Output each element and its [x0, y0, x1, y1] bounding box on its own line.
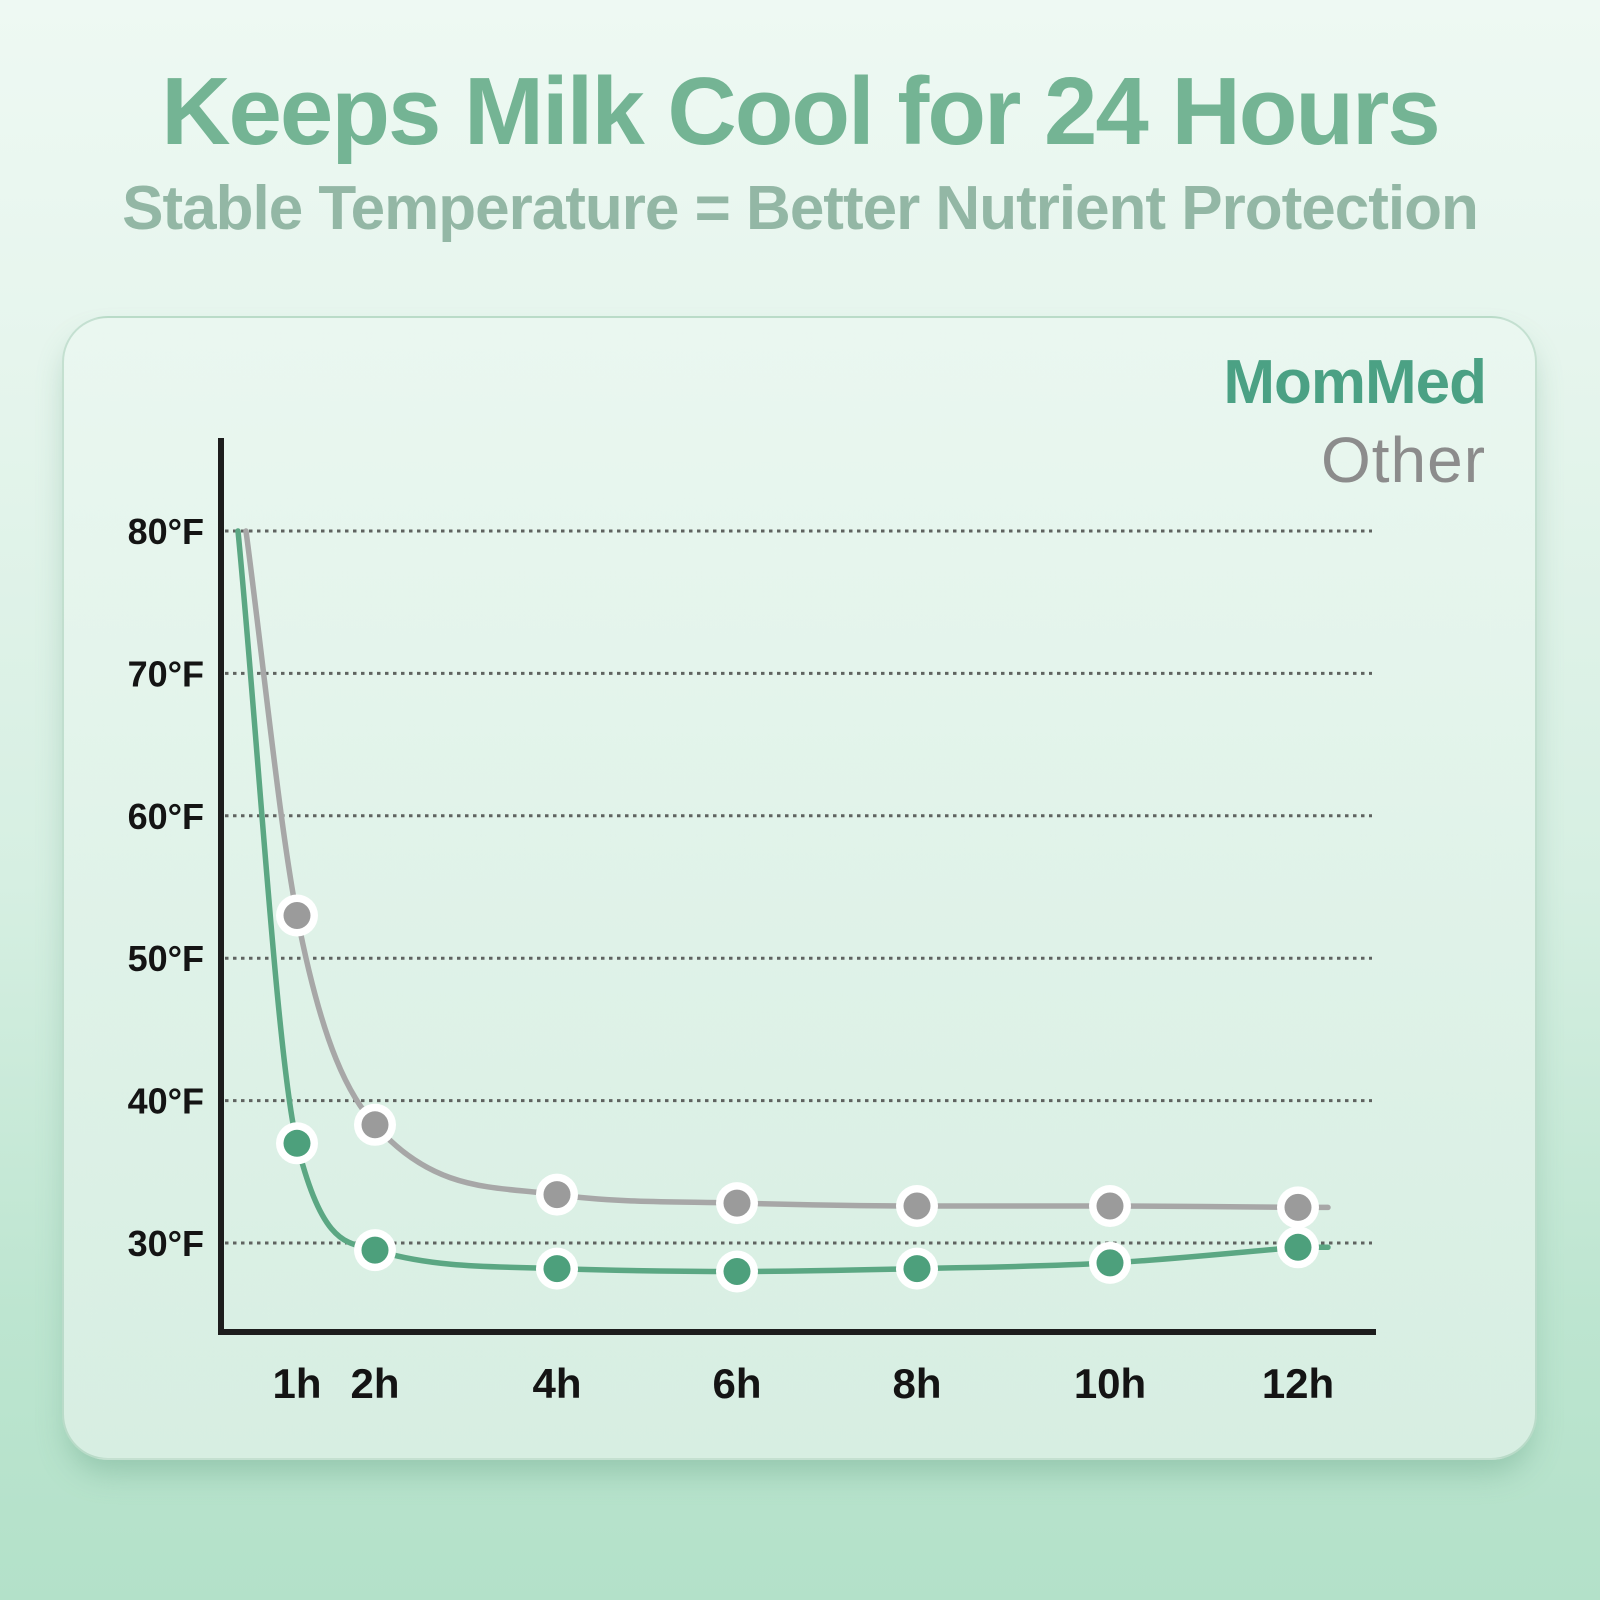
y-tick-label-50: 50°F [128, 938, 204, 979]
x-tick-label-4h: 4h [532, 1360, 581, 1407]
mommed-logo: MomMed [1223, 348, 1487, 417]
data-point-other-2h [361, 1111, 389, 1139]
data-point-mommed-10h [1096, 1249, 1124, 1277]
x-tick-label-6h: 6h [712, 1360, 761, 1407]
y-tick-label-80: 80°F [128, 511, 204, 552]
data-point-other-12h [1284, 1193, 1312, 1221]
data-point-mommed-8h [903, 1255, 931, 1283]
data-point-mommed-4h [543, 1255, 571, 1283]
other-series-label: Other [1320, 424, 1486, 496]
data-point-mommed-6h [723, 1258, 751, 1285]
series-line-mommed [235, 528, 1331, 1275]
data-point-mommed-1h [283, 1129, 311, 1157]
y-tick-label-30: 30°F [128, 1223, 204, 1264]
x-tick-label-12h: 12h [1262, 1360, 1334, 1407]
data-point-other-1h [283, 902, 311, 929]
x-tick-label-2h: 2h [350, 1360, 399, 1407]
data-point-other-6h [723, 1189, 751, 1217]
data-point-mommed-2h [361, 1236, 389, 1264]
data-point-mommed-12h [1284, 1233, 1312, 1261]
y-tick-label-60: 60°F [128, 796, 204, 837]
chart-legend: MomMed Other [1223, 348, 1487, 496]
y-tick-label-70: 70°F [128, 653, 204, 694]
data-point-other-4h [543, 1181, 571, 1209]
data-point-other-10h [1096, 1192, 1124, 1220]
y-tick-label-40: 40°F [128, 1081, 204, 1122]
data-point-other-8h [903, 1192, 931, 1220]
series-line-other [243, 528, 1331, 1211]
x-tick-label-8h: 8h [892, 1360, 941, 1407]
page-title: Keeps Milk Cool for 24 Hours [161, 58, 1441, 165]
x-tick-label-10h: 10h [1074, 1360, 1146, 1407]
x-tick-label-1h: 1h [272, 1360, 321, 1407]
page-subtitle: Stable Temperature = Better Nutrient Pro… [122, 174, 1479, 243]
